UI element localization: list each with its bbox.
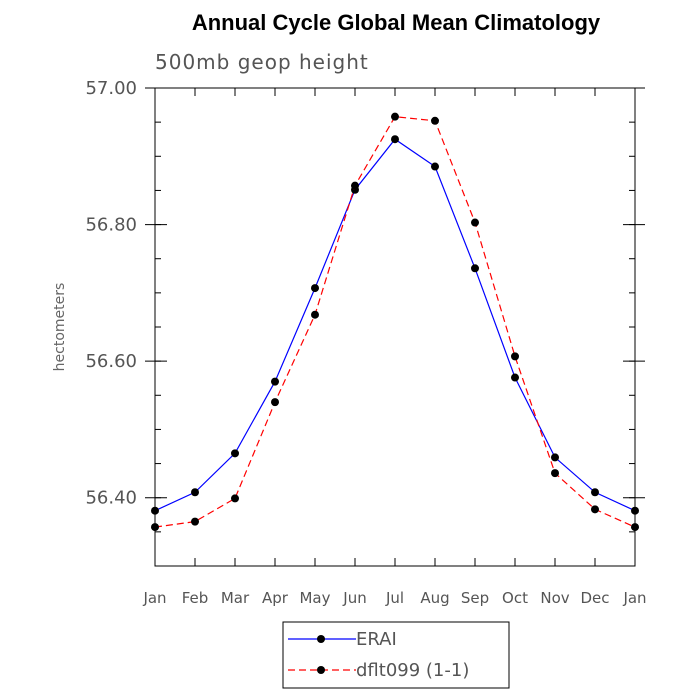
data-point (231, 494, 239, 503)
legend-box (282, 621, 510, 689)
data-point (391, 135, 399, 144)
x-tick-label: Oct (502, 589, 528, 607)
y-axis-label: hectometers (52, 283, 68, 372)
y-tick-label: 56.60 (85, 351, 137, 372)
chart-title: Annual Cycle Global Mean Climatology (192, 10, 601, 35)
data-point (271, 377, 279, 386)
x-tick-label: May (299, 589, 330, 607)
legend-label-2: dflt099 (1-1) (356, 660, 469, 681)
data-point (311, 310, 319, 319)
plot-frame (154, 87, 636, 567)
data-point (311, 284, 319, 293)
data-point (191, 488, 199, 497)
legend-marker (317, 666, 325, 674)
data-point (631, 523, 639, 532)
y-tick-label: 57.00 (85, 78, 137, 99)
data-point (271, 398, 279, 407)
data-point (631, 506, 639, 515)
x-tick-label: Apr (262, 589, 289, 607)
data-point (471, 264, 479, 273)
data-point (431, 116, 439, 125)
series-line-1 (154, 138, 636, 512)
series-line-2 (154, 116, 636, 528)
data-point (511, 373, 519, 382)
data-point (151, 506, 159, 515)
data-point (351, 181, 359, 190)
x-tick-label: Jul (385, 589, 404, 607)
x-tick-label: Feb (182, 589, 209, 607)
legend-marker (317, 635, 325, 643)
data-point (551, 453, 559, 462)
y-tick-label: 56.80 (85, 215, 137, 236)
data-point (391, 112, 399, 121)
data-point (551, 469, 559, 478)
data-point (231, 449, 239, 458)
data-point (471, 218, 479, 227)
x-tick-label: Sep (461, 589, 489, 607)
y-tick-label: 56.40 (85, 488, 137, 509)
x-tick-label: Mar (221, 589, 250, 607)
x-tick-label: Aug (420, 589, 449, 607)
data-point (151, 523, 159, 532)
x-tick-label: Jan (142, 589, 166, 607)
data-point (591, 488, 599, 497)
data-point (191, 517, 199, 526)
x-tick-label: Jun (342, 589, 366, 607)
x-tick-label: Nov (540, 589, 569, 607)
data-point (431, 162, 439, 171)
data-point (591, 505, 599, 514)
data-point (511, 352, 519, 361)
chart-subtitle: 500mb geop height (155, 50, 369, 74)
x-tick-label: Jan (622, 589, 646, 607)
x-tick-label: Dec (580, 589, 609, 607)
legend-label-1: ERAI (356, 629, 397, 650)
